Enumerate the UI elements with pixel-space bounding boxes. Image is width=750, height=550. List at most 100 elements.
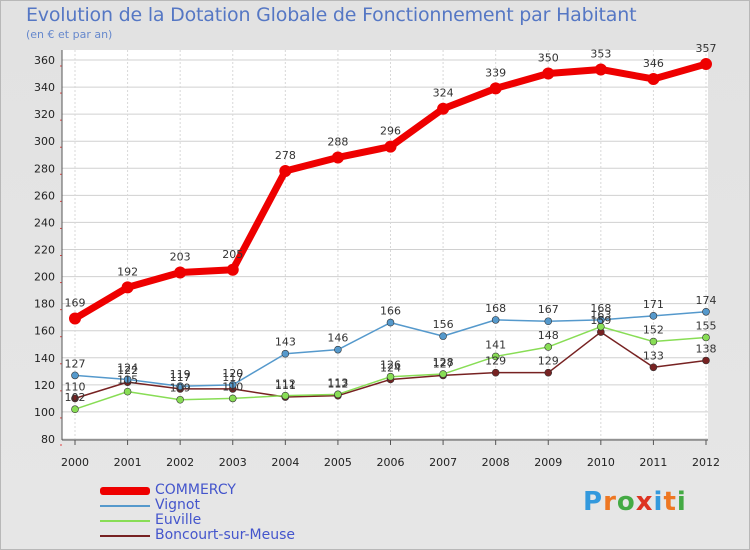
data-label: 174 [696, 294, 717, 307]
y-tick-label: 240 [34, 216, 55, 229]
data-point [386, 372, 395, 381]
data-label: 146 [327, 332, 348, 345]
data-label: 152 [643, 324, 664, 337]
data-label: 350 [538, 52, 559, 65]
data-label: 124 [380, 361, 401, 374]
data-point [386, 318, 395, 327]
data-label: 117 [222, 371, 243, 384]
y-tick-label: 320 [34, 108, 55, 121]
data-label: 353 [590, 47, 611, 60]
data-label: 102 [65, 391, 86, 404]
y-tick-label: 180 [34, 298, 55, 311]
data-label: 346 [643, 57, 664, 70]
y-tick-label: 80 [41, 433, 55, 446]
y-tick-label: 140 [34, 352, 55, 365]
data-point [491, 352, 500, 361]
data-label: 205 [222, 248, 243, 261]
data-point [281, 349, 290, 358]
data-label: 288 [327, 135, 348, 148]
data-label: 128 [433, 356, 454, 369]
data-label: 122 [117, 364, 138, 377]
data-label: 110 [65, 380, 86, 393]
x-tick-label: 2001 [114, 456, 142, 469]
logo-letter: x [635, 487, 654, 517]
data-point [71, 371, 79, 380]
y-tick-label: 100 [34, 406, 55, 419]
data-label: 124 [117, 361, 138, 374]
data-point [700, 58, 712, 71]
data-label: 110 [222, 380, 243, 393]
data-point [544, 317, 553, 326]
logo-letter: i [653, 487, 664, 517]
line-chart: 80 100 120 140 160 180 200 220 240 260 280 300 320 34… [34, 42, 720, 469]
data-point [279, 164, 292, 177]
data-label: 112 [275, 378, 296, 391]
data-label: 148 [538, 329, 559, 342]
x-tick-label: 2002 [166, 456, 194, 469]
data-point [71, 394, 79, 403]
chart-title: Evolution de la Dotation Globale de Fonc… [26, 4, 637, 26]
y-tick-label: 220 [34, 244, 55, 257]
legend-swatch-euville [100, 520, 150, 522]
data-point [228, 394, 237, 403]
legend-swatch-boncourt [100, 535, 150, 537]
x-tick-label: 2007 [429, 456, 457, 469]
y-tick-label: 300 [34, 135, 55, 148]
data-label: 115 [117, 374, 138, 387]
data-point [544, 343, 553, 351]
data-label: 129 [485, 355, 506, 368]
data-label: 119 [170, 368, 191, 381]
y-tick-label: 280 [34, 162, 55, 175]
legend-label-boncourt: Boncourt-sur-Meuse [155, 527, 296, 543]
y-tick-label: 120 [34, 379, 55, 392]
legend-label-commercy: COMMERCY [155, 482, 236, 498]
data-point [281, 391, 290, 400]
data-label: 117 [170, 371, 191, 384]
data-point [176, 395, 184, 404]
data-point [334, 390, 342, 399]
x-tick-label: 2005 [324, 456, 352, 469]
data-point [491, 316, 500, 324]
data-label: 138 [696, 342, 717, 355]
data-label: 166 [380, 305, 401, 318]
legend-swatch-vignot [100, 505, 150, 507]
data-point [649, 337, 658, 346]
data-point [702, 307, 710, 316]
legend-label-euville: Euville [155, 512, 202, 528]
data-point [597, 316, 605, 324]
data-label: 111 [275, 379, 296, 392]
legend-label-vignot: Vignot [155, 497, 200, 513]
data-label: 112 [327, 378, 348, 391]
data-point [437, 102, 450, 115]
data-label: 163 [590, 309, 611, 322]
x-tick-label: 2011 [639, 456, 667, 469]
y-tick-label: 260 [34, 189, 55, 202]
x-tick-label: 2003 [219, 456, 247, 469]
x-tick-label: 2000 [61, 456, 89, 469]
data-point [649, 363, 658, 372]
y-tick-label: 360 [34, 54, 55, 67]
data-point [594, 63, 607, 76]
chart-subtitle: (en € et par an) [26, 28, 113, 41]
legend-swatch-commercy [100, 487, 150, 495]
data-point [702, 356, 710, 365]
data-label: 324 [433, 87, 454, 100]
data-point [384, 140, 397, 153]
data-label: 168 [590, 302, 611, 315]
data-label: 167 [538, 303, 559, 316]
y-tick-label: 160 [34, 325, 55, 338]
data-point [439, 332, 447, 340]
logo-letter: t [663, 487, 677, 517]
data-label: 171 [643, 298, 664, 311]
data-label: 168 [485, 302, 506, 315]
logo-letter: r [603, 487, 617, 517]
data-points [69, 58, 712, 414]
x-tick-label: 2010 [587, 456, 615, 469]
data-point [702, 333, 710, 342]
data-label: 126 [380, 359, 401, 372]
data-label: 120 [222, 367, 243, 380]
data-point [176, 382, 184, 391]
data-label: 357 [696, 42, 717, 55]
data-point [69, 312, 81, 325]
